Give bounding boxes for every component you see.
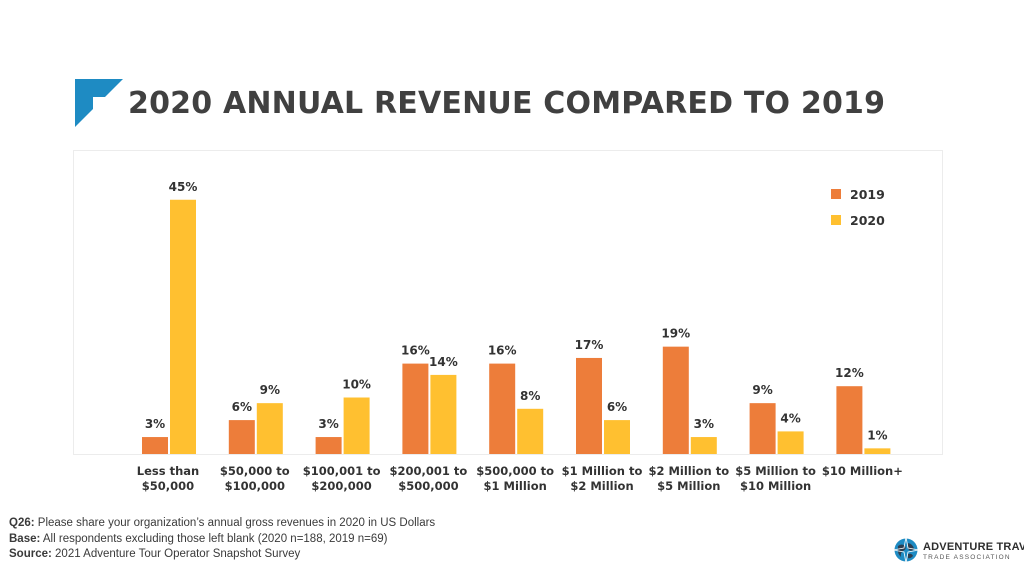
data-label-2019-1: 6% (232, 400, 252, 414)
data-label-2019-3: 16% (401, 344, 430, 358)
footnotes: Q26: Please share your organization’s an… (9, 516, 435, 563)
data-label-2020-1: 9% (260, 383, 280, 397)
bar-2020-0 (170, 199, 196, 454)
category-label-7-1: $10 Million (740, 479, 811, 493)
category-label-6-1: $5 Million (657, 479, 720, 493)
bar-chart: 3%45%6%9%3%10%16%14%16%8%17%6%19%3%9%4%1… (142, 180, 891, 454)
data-label-2019-6: 19% (661, 327, 690, 341)
globe-icon (893, 537, 919, 563)
source-note: Source: 2021 Adventure Tour Operator Sna… (9, 547, 435, 563)
bar-2020-6 (690, 437, 717, 454)
data-label-2020-2: 10% (342, 378, 371, 392)
bar-2019-1 (228, 420, 255, 454)
bar-2020-2 (343, 397, 370, 454)
category-label-1-1: $100,000 (225, 479, 285, 493)
data-label-2019-2: 3% (318, 417, 338, 431)
bar-2019-3 (402, 363, 429, 454)
data-label-2020-8: 1% (867, 428, 887, 442)
data-label-2019-8: 12% (835, 366, 864, 380)
category-label-0-1: $50,000 (142, 479, 194, 493)
bar-2019-4 (489, 363, 516, 454)
question-note: Q26: Please share your organization’s an… (9, 516, 435, 532)
legend-swatch-2019 (831, 189, 841, 199)
category-label-5-0: $1 Million to (562, 464, 643, 478)
data-label-2020-5: 6% (607, 400, 627, 414)
category-label-8-0: $10 Million+ (822, 464, 903, 478)
bar-2020-3 (430, 374, 457, 454)
category-label-5-1: $2 Million (570, 479, 633, 493)
bar-2020-5 (604, 420, 630, 454)
base-note-text: All respondents excluding those left bla… (40, 532, 388, 545)
bar-2019-2 (315, 437, 342, 454)
data-label-2020-3: 14% (429, 355, 458, 369)
bar-2019-5 (576, 357, 602, 454)
corner-logo-icon (75, 79, 123, 127)
page-title: 2020 ANNUAL REVENUE COMPARED TO 2019 (128, 86, 886, 121)
question-note-label: Q26: (9, 517, 35, 529)
question-note-text: Please share your organization’s annual … (34, 517, 436, 529)
data-label-2019-7: 9% (752, 383, 772, 397)
category-label-4-1: $1 Million (484, 479, 547, 493)
legend-label-2020: 2020 (850, 213, 885, 228)
chart-area: 3% 45% 6% 9% 3% 10% 16% 14% 16% 8% 17% 6% 19% 3% 9% 4% 1… (73, 150, 943, 455)
bar-2019-6 (662, 346, 689, 454)
bar-2019-7 (749, 403, 776, 454)
bar-2020-4 (517, 408, 544, 454)
category-label-2-1: $200,000 (311, 479, 371, 493)
category-label-1-0: $50,000 to (220, 464, 290, 478)
category-label-0-0: Less than (137, 464, 199, 478)
data-label-2020-7: 4% (780, 411, 800, 425)
category-label-7-0: $5 Million to (735, 464, 816, 478)
category-label-3-1: $500,000 (398, 479, 458, 493)
data-label-2020-0: 45% (169, 180, 198, 194)
category-label-2-0: $100,001 to (303, 464, 381, 478)
legend-label-2019: 2019 (850, 187, 885, 202)
brand-logo: ADVENTURE TRAVEL TRADE ASSOCIATION (893, 537, 1024, 567)
brand-name: ADVENTURE TRAVEL (923, 541, 1024, 553)
category-label-4-0: $500,000 to (476, 464, 554, 478)
bar-2020-1 (256, 403, 283, 454)
bar-2020-8 (864, 448, 891, 454)
data-label-2019-0: 3% (145, 417, 165, 431)
data-label-2020-6: 3% (694, 417, 714, 431)
base-note: Base: All respondents excluding those le… (9, 532, 435, 548)
base-note-label: Base: (9, 532, 41, 545)
data-label-2020-4: 8% (520, 389, 540, 403)
data-label-2019-4: 16% (488, 344, 517, 358)
source-note-label: Source: (9, 548, 52, 560)
bar-2020-7 (777, 431, 804, 454)
bar-2019-0 (142, 437, 168, 454)
bar-2019-8 (836, 386, 863, 454)
category-label-6-0: $2 Million to (648, 464, 729, 478)
data-label-2019-5: 17% (575, 338, 604, 352)
source-note-text: 2021 Adventure Tour Operator Snapshot Su… (51, 548, 301, 560)
brand-subtitle: TRADE ASSOCIATION (923, 554, 1011, 561)
legend-swatch-2020 (831, 215, 841, 225)
category-label-3-0: $200,001 to (390, 464, 468, 478)
